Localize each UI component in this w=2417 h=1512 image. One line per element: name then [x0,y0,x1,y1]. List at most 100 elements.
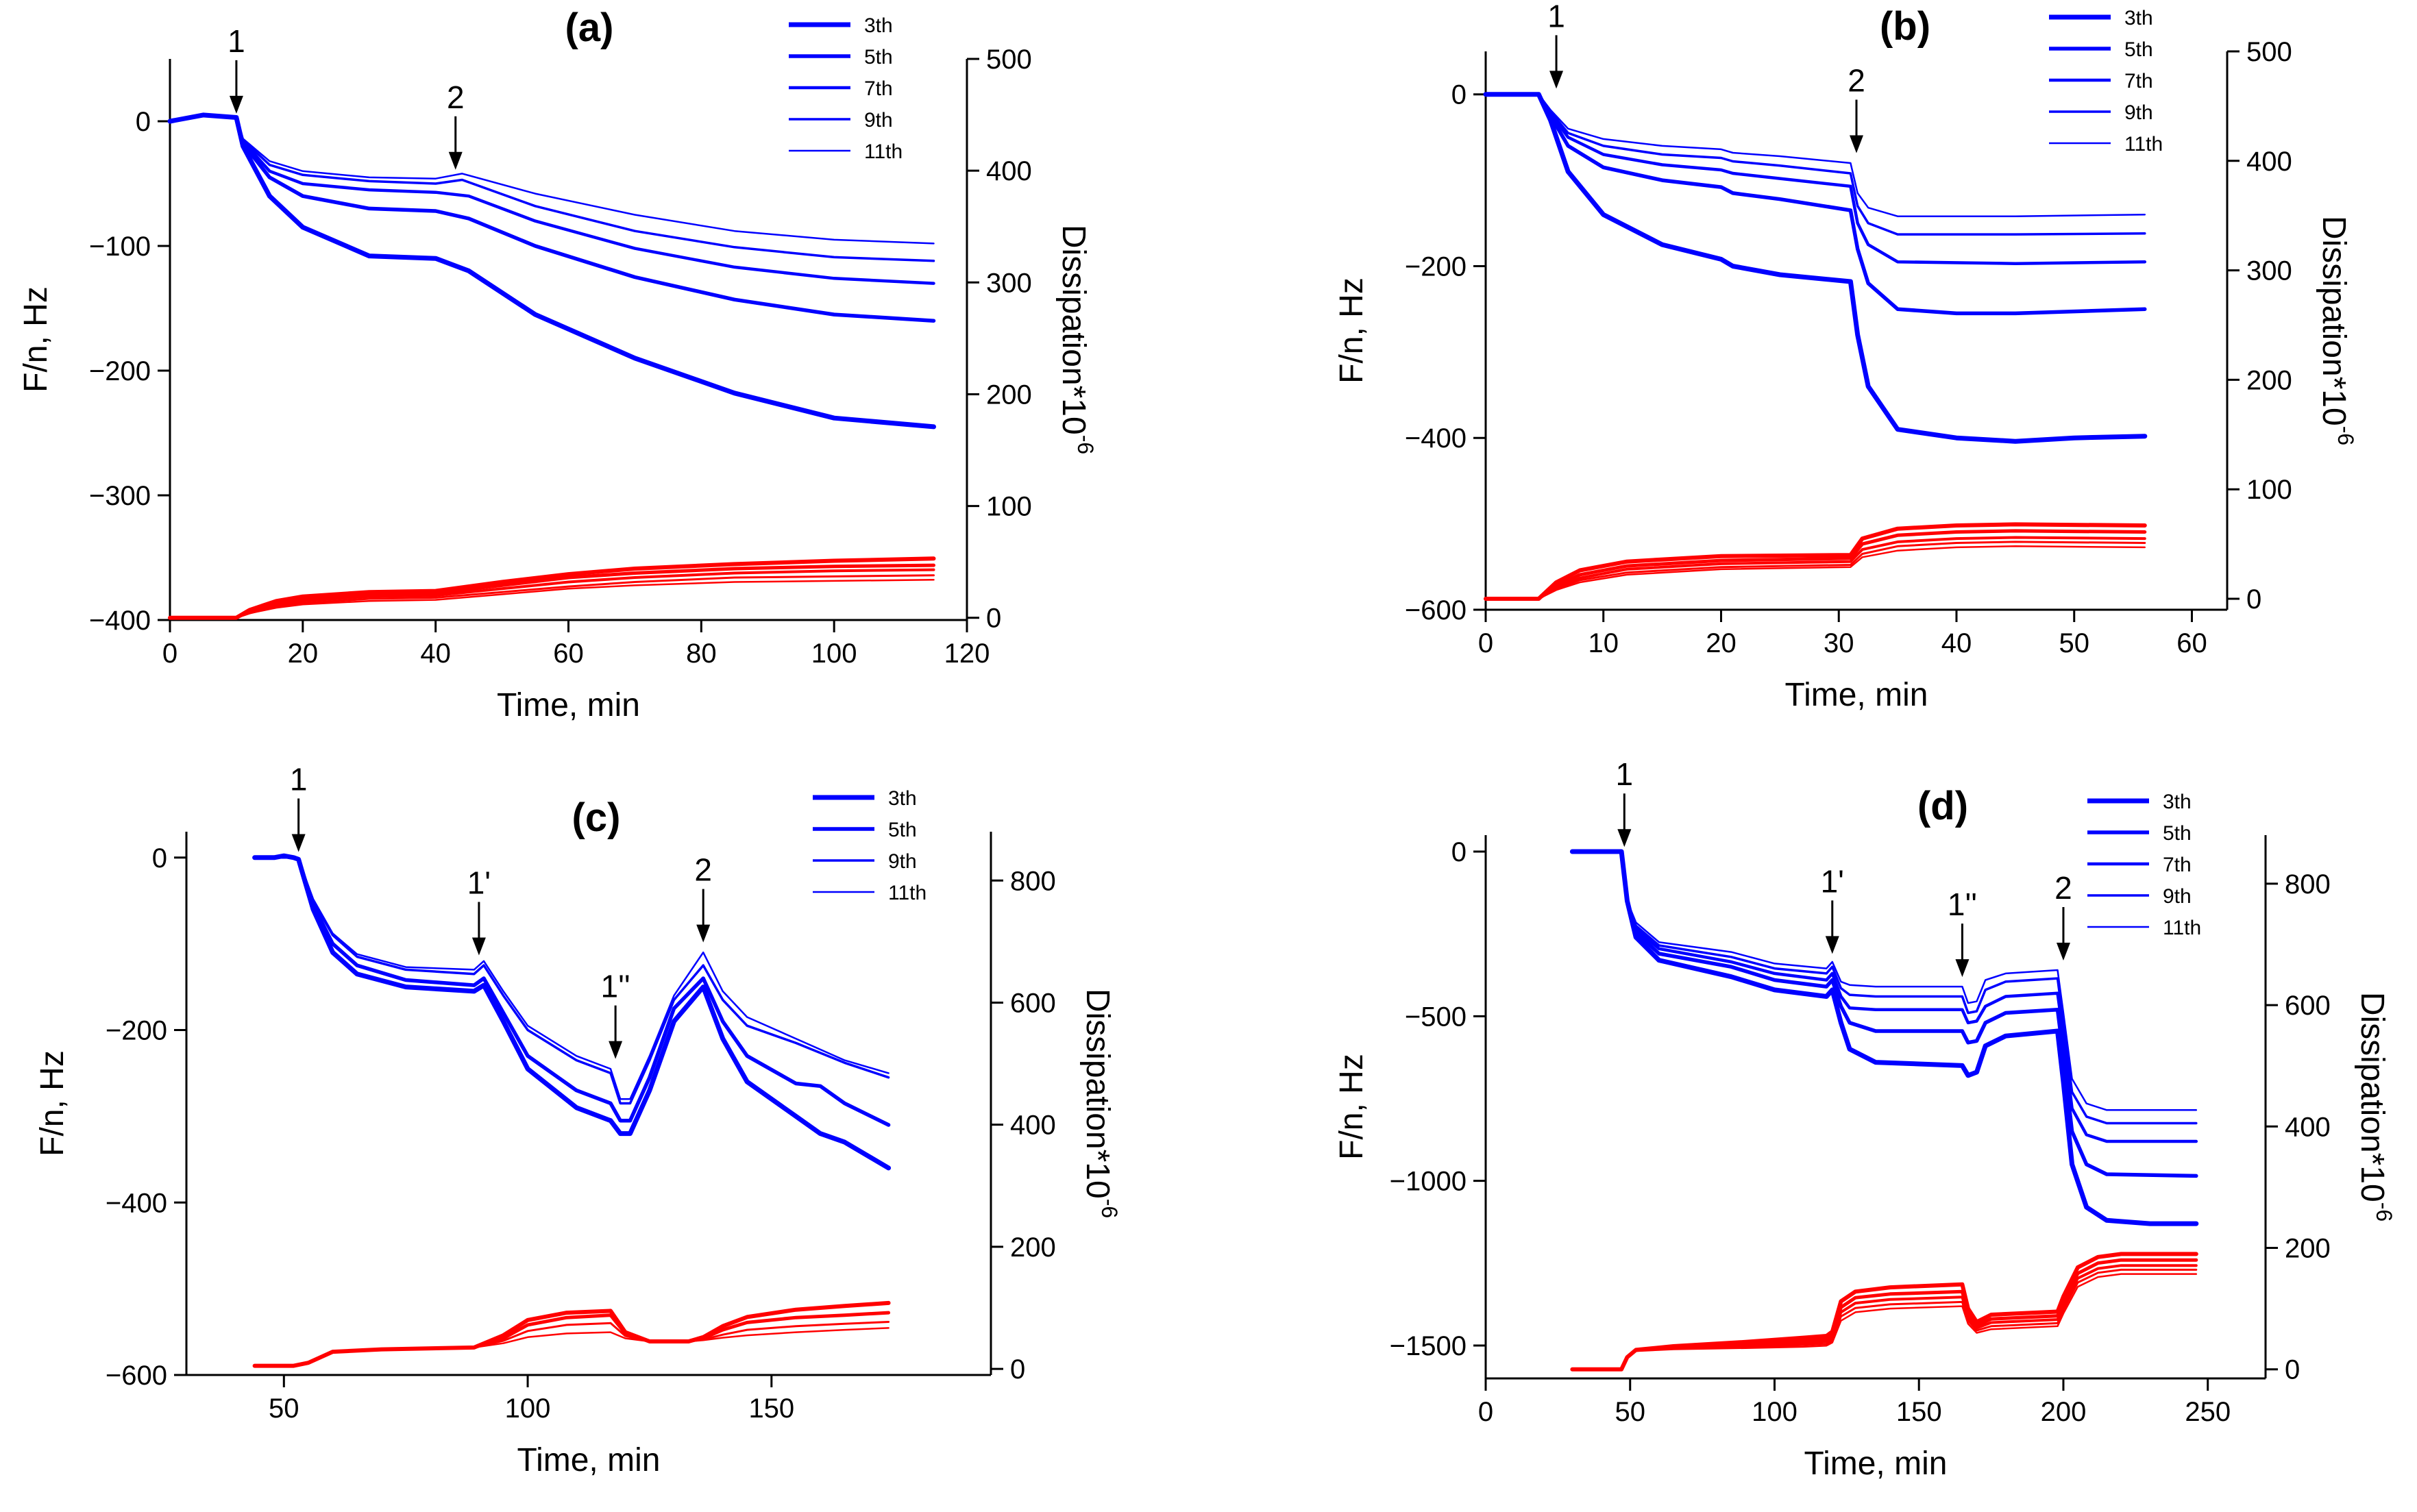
series-line-5th [1484,92,2147,316]
x-tick-label: 250 [2185,1397,2231,1427]
legend-label: 9th [888,850,917,873]
y2-tick-label: 100 [2246,475,2292,505]
legend-label: 5th [2124,38,2153,61]
x-tick-label: 50 [269,1393,299,1424]
series-line-3th [1483,92,2148,444]
x-tick-label: 0 [162,639,177,669]
y2-tick-label: 400 [2285,1112,2331,1142]
y2-tick-label: 800 [2285,869,2331,900]
series-line-D9 [254,1321,890,1367]
annotation-arrow [609,1005,623,1059]
y2-tick-label: 400 [986,156,1032,186]
y2-tick-label: 400 [1010,1111,1056,1141]
y-tick-label: −600 [106,1361,167,1391]
series-line-5th [1570,850,2198,1178]
panel-title: (d) [1917,784,1968,828]
x-tick-label: 60 [2176,628,2207,658]
y2-tick-label: 200 [986,380,1032,410]
y-axis-label: F/n, Hz [34,1050,71,1156]
series-line-3th [252,853,892,1171]
series-line-5th [168,113,936,323]
y2-tick-label: 200 [1010,1232,1056,1263]
series-line-D11 [1571,1273,2198,1370]
series-line-7th [1484,92,2147,265]
legend-label: 3th [2163,791,2192,813]
x-tick-label: 20 [1706,628,1737,658]
annotation-arrow [2056,907,2070,961]
annotation-label: 1 [1547,0,1565,34]
legend-label: 7th [864,77,893,100]
x-axis-label: Time, min [1804,1446,1948,1482]
y-tick-label: 0 [1451,837,1467,867]
y2-axis-label: Dissipation*10-6 [2354,992,2396,1222]
legend-label: 11th [888,882,927,904]
legend-label: 11th [864,140,903,163]
series-line-11th [1571,850,2198,1111]
panel-title: (a) [565,5,614,50]
y2-tick-label: 0 [986,604,1001,634]
y-axis-label: F/n, Hz [18,286,54,393]
panel-a: 0 20 40 60 80 100 120 0 −100 −200 −300 −400 0 100 200 3… [18,5,1098,723]
y2-tick-label: 500 [986,45,1032,75]
y-tick-label: −200 [1405,251,1467,282]
x-tick-label: 20 [288,639,319,669]
x-tick-label: 50 [1615,1397,1645,1427]
annotation-arrow [1850,99,1863,153]
x-axis-label: Time, min [497,687,640,723]
annotation-arrow [229,60,243,114]
x-tick-label: 100 [811,639,857,669]
legend-label: 9th [2163,885,2192,908]
series-line-D7 [169,568,935,619]
annotation-label: 1 [1616,756,1634,792]
y2-tick-label: 0 [1010,1354,1025,1385]
series-line-7th [168,113,935,285]
panel-title: (b) [1880,4,1930,49]
y-tick-label: 0 [1451,80,1467,110]
y-tick-label: −1000 [1390,1167,1467,1197]
y-axis-label: F/n, Hz [1334,1054,1370,1160]
panel-c: 50 100 150 0 −200 −400 −600 0 200 400 600 800 Time, … [34,761,1122,1478]
y2-axis-label: Dissipation*10-6 [1079,989,1122,1218]
series-line-D3 [252,1300,891,1368]
legend-label: 9th [2124,101,2153,124]
y-tick-label: −500 [1405,1002,1467,1032]
series-line-3th [1569,849,2199,1226]
y2-tick-label: 500 [2246,37,2292,67]
annotation-arrow [291,798,306,852]
x-tick-label: 0 [1478,628,1493,658]
legend-label: 11th [2124,133,2163,156]
x-axis-label: Time, min [517,1442,661,1478]
y-tick-label: −300 [89,481,151,511]
y-tick-label: −600 [1405,595,1467,625]
series-line-D5 [1484,529,2147,601]
panel-b: 0 10 20 30 40 50 60 0 −200 −400 −600 0 100 200 300 400 5… [1334,0,2358,713]
annotation-arrow [471,902,486,956]
panel-d: 0 50 100 150 200 250 0 −500 −1000 −1500 0 200 400 600… [1334,756,2396,1482]
y-tick-label: 0 [152,843,167,873]
annotation-label: 2 [2054,870,2072,906]
y2-tick-label: 400 [2246,147,2292,177]
series-line-D11 [1484,545,2146,600]
series-line-5th [252,854,891,1127]
series-line-11th [169,114,935,245]
x-tick-label: 120 [944,639,990,669]
x-tick-label: 150 [748,1393,794,1424]
series-line-9th [253,856,890,1105]
y2-axis-label: Dissipation*10-6 [2316,216,2358,445]
x-tick-label: 60 [553,639,584,669]
y2-tick-label: 200 [2285,1234,2331,1264]
annotation-arrow [1825,900,1839,954]
y-tick-label: −1500 [1390,1331,1467,1361]
annotation-arrow [1955,924,1970,978]
annotation-label: 1'' [601,969,630,1004]
annotation-label: 1 [228,23,245,59]
y2-tick-label: 0 [2246,584,2261,615]
y2-tick-label: 300 [986,268,1032,298]
legend-label: 7th [2124,70,2153,92]
series-line-D5 [253,1311,891,1368]
legend-label: 5th [864,46,893,69]
y2-tick-label: 600 [2285,991,2331,1021]
annotation-arrow [1549,35,1564,89]
y-axis-label: F/n, Hz [1334,277,1370,384]
